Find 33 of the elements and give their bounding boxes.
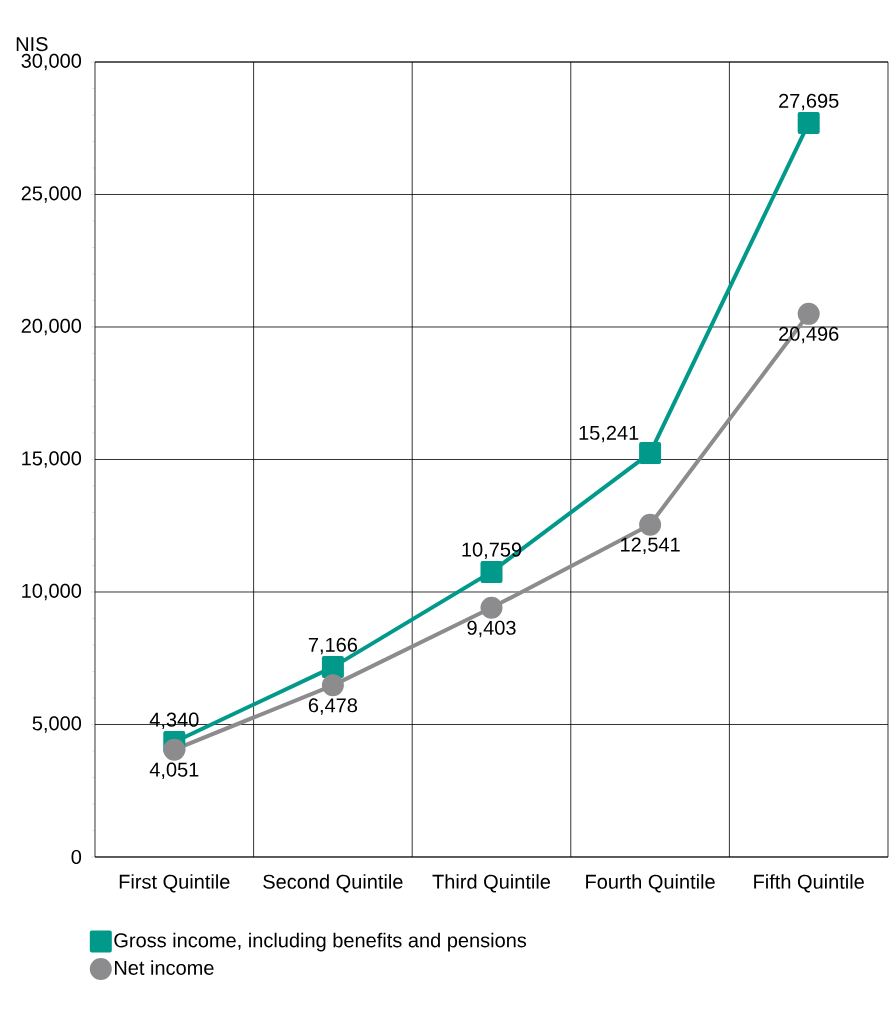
x-tick-label: Fifth Quintile (754, 874, 864, 893)
point (797, 302, 820, 325)
data-label: 27,695 (779, 93, 839, 111)
point (797, 112, 820, 135)
y-tick-label: 25,000 (21, 186, 82, 203)
y-axis-title: NIS (16, 37, 48, 52)
x-tick-label: Second Quintile (263, 874, 403, 893)
y-tick-label: 15,000 (22, 451, 82, 468)
data-label: 9,403 (467, 620, 516, 638)
point (163, 738, 186, 761)
legend-label: Gross income, including benefits and pensions (114, 932, 527, 952)
legend-label: Net income (114, 960, 214, 975)
x-tick-label: First Quintile (119, 874, 230, 893)
y-tick-label: 30,000 (21, 53, 82, 71)
point (480, 560, 503, 583)
x-tick-label: Fourth Quintile (586, 874, 715, 893)
data-label: 4,051 (149, 762, 199, 780)
point (639, 513, 662, 536)
point (639, 442, 662, 465)
data-label: 10,759 (462, 542, 522, 560)
y-tick-label: 10,000 (22, 583, 82, 601)
y-tick-label: 5,000 (32, 716, 82, 733)
data-label: 7,166 (308, 637, 358, 655)
point (321, 674, 344, 697)
data-label: 12,541 (621, 537, 680, 555)
data-label: 6,478 (308, 698, 358, 715)
x-tick-label: Third Quintile (432, 874, 551, 893)
data-label: 15,241 (579, 425, 639, 443)
point (321, 656, 344, 679)
point (480, 596, 503, 619)
y-tick-label: 20,000 (21, 318, 82, 336)
data-label: 20,496 (779, 326, 839, 344)
y-tick-label: 0 (71, 849, 82, 865)
